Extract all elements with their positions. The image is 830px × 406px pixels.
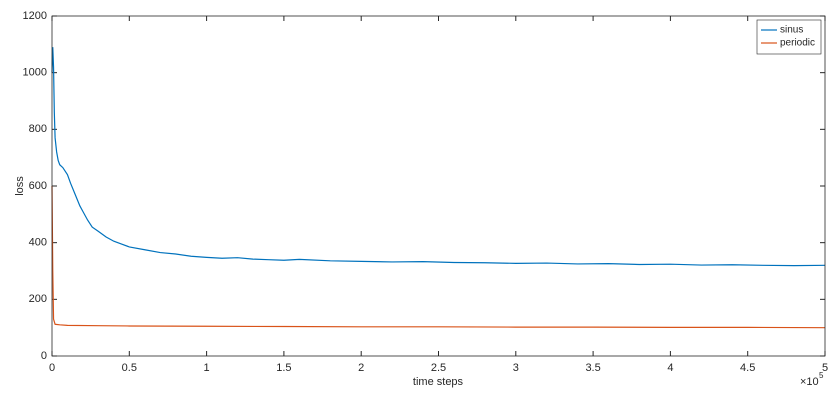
legend-label: sinus [780,25,803,36]
x-tick-label: 1 [204,362,210,374]
x-tick-label: 4 [667,362,673,374]
y-tick-label: 1200 [23,10,47,22]
x-tick-label: 3.5 [585,362,600,374]
x-tick-label: 0.5 [122,362,137,374]
y-tick-label: 400 [29,237,47,249]
y-tick-label: 600 [29,180,47,192]
x-tick-label: 4.5 [740,362,755,374]
x-tick-label: 3 [513,362,519,374]
legend-label: periodic [780,38,815,49]
x-tick-label: 2.5 [431,362,446,374]
y-tick-label: 0 [41,350,47,362]
axes-box [51,15,826,357]
y-tick-label: 200 [29,293,47,305]
x-tick-label: 2 [358,362,364,374]
legend-box [756,19,822,55]
y-tick-label: 1000 [23,67,47,79]
x-tick-label: 5 [822,362,828,374]
x-tick-label: 1.5 [276,362,291,374]
x-multiplier-exponent: 5 [819,371,824,380]
x-multiplier-base: ×10 [800,376,819,388]
y-tick-label: 800 [29,123,47,135]
line-series [51,185,826,329]
y-axis-label: loss [14,176,26,196]
x-axis-label: time steps [413,376,464,388]
x-tick-label: 0 [49,362,55,374]
line-series [51,47,826,267]
